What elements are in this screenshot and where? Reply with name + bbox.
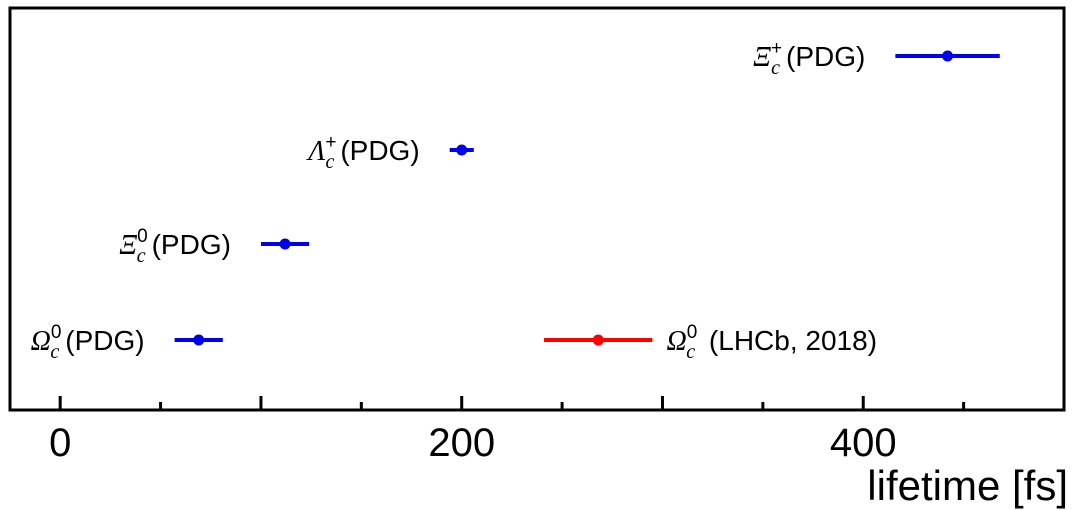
particle-charge: 0 <box>137 226 148 247</box>
data-point: Ω0 c (LHCb, 2018) <box>544 322 877 363</box>
x-axis-title: lifetime [fs] <box>867 462 1068 509</box>
particle-subscript: c <box>325 151 334 173</box>
data-point: Ξ+ c (PDG) <box>753 38 1000 79</box>
point-label: Ξ+ c (PDG) <box>753 38 865 79</box>
point-marker <box>942 50 954 62</box>
plot-frame <box>8 6 1066 412</box>
particle-subscript: c <box>137 245 146 267</box>
particle-symbol: Ξ <box>119 230 137 261</box>
point-marker <box>279 238 291 250</box>
particle-charge: 0 <box>51 322 62 343</box>
x-axis-tick-labels: 0 200 400 <box>49 421 897 465</box>
particle-charge: + <box>325 132 336 153</box>
data-point: Ξ0 c (PDG) <box>119 226 310 267</box>
data-point: Λ+ c (PDG) <box>305 132 474 173</box>
particle-symbol: Λ <box>305 136 325 167</box>
source-note: (LHCb, 2018) <box>701 325 877 356</box>
point-marker <box>592 334 604 346</box>
point-label: Ω0 c (PDG) <box>31 322 145 363</box>
particle-charge: 0 <box>687 322 698 343</box>
particle-symbol: Ω <box>31 326 51 357</box>
x-tick-label: 200 <box>428 421 495 465</box>
particle-charge: + <box>771 38 782 59</box>
particle-subscript: c <box>50 341 59 363</box>
source-note: (PDG) <box>786 41 865 72</box>
source-note: (PDG) <box>152 229 231 260</box>
point-label: Ξ0 c (PDG) <box>119 226 231 267</box>
x-tick-label: 400 <box>830 421 897 465</box>
data-marks: Ξ+ c (PDG)Λ+ c (PDG)Ξ0 c (PDG)Ω0 c (PDG) Ω0 c (LHC… <box>31 38 1000 363</box>
point-label: Λ+ c (PDG) <box>305 132 419 173</box>
x-axis-ticks <box>58 396 1066 410</box>
point-marker <box>193 334 205 346</box>
x-tick-label: 0 <box>49 421 71 465</box>
point-marker <box>456 144 468 156</box>
source-note: (PDG) <box>65 325 144 356</box>
particle-subscript: c <box>686 341 695 363</box>
particle-subscript: c <box>771 57 780 79</box>
source-note: (PDG) <box>340 135 419 166</box>
particle-symbol: Ω <box>666 326 686 357</box>
particle-symbol: Ξ <box>753 42 771 73</box>
point-label: Ω0 c (LHCb, 2018) <box>666 322 877 363</box>
data-point: Ω0 c (PDG) <box>31 322 223 363</box>
